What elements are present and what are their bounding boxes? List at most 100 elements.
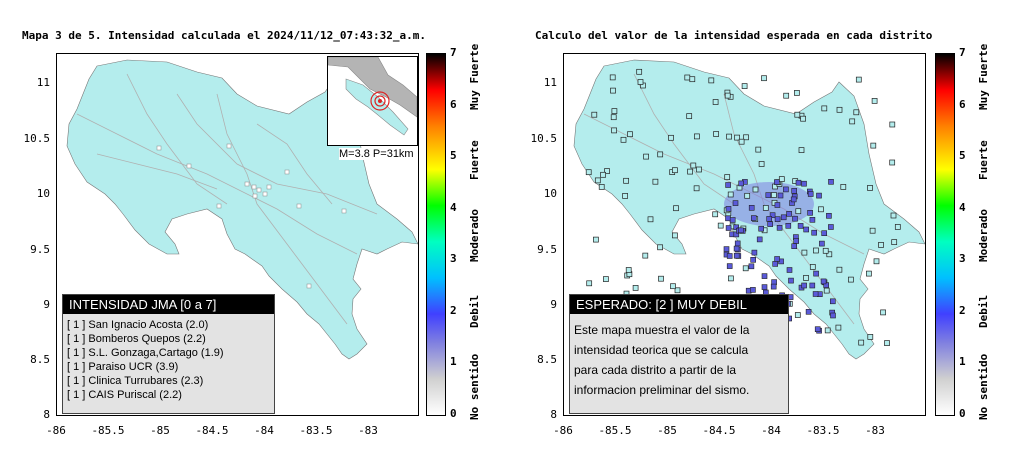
district-marker [752,186,759,193]
district-marker-blue [776,225,783,231]
y-tick-label: 8.5 [537,353,557,366]
colorbar-tick: 0 [450,406,457,420]
district-marker [594,177,601,184]
x-tick-label: -83 [358,424,378,437]
district-marker [880,309,886,316]
district-marker [822,247,829,254]
district-marker [821,105,828,112]
district-marker-blue [828,179,834,185]
colorbar-tick: 6 [959,97,966,111]
description-line: para cada distrito a partir de la [574,363,737,377]
colorbar-tick: 1 [450,355,457,368]
x-tick-label: -83 [865,424,885,437]
district-marker-blue [826,213,832,219]
y-tick-label: 11 [36,76,50,89]
district-marker [818,206,824,213]
district-marker-blue [723,246,730,252]
district-marker [871,98,878,104]
x-tick-label: -83.5 [299,424,333,437]
district-marker-blue [726,263,733,269]
station-row: [ 1 ] CAIS Puriscal (2.2) [67,389,182,401]
district-marker [586,280,593,287]
district-marker [636,68,643,75]
x-tick-label: -84.5 [702,424,736,437]
description-line: intensidad teorica que se calcula [574,343,749,357]
expected-header: ESPERADO: [2 ] MUY DEBIL [570,295,788,314]
district-marker-blue [828,224,834,230]
colorbar-label: Debil [977,294,990,328]
colorbar-tick: 5 [959,149,966,162]
district-marker [693,185,700,192]
district-marker [620,136,627,143]
district-marker [890,212,897,219]
district-marker-blue [733,245,740,252]
district-marker-blue [765,192,772,198]
district-marker-blue [756,236,763,243]
district-marker-blue [774,202,781,208]
district-marker-blue [725,215,731,222]
district-marker [684,74,691,81]
district-marker [658,275,664,282]
district-marker-blue [729,217,736,223]
district-marker [755,146,762,153]
district-marker [891,239,898,245]
district-marker [826,251,833,258]
district-marker [798,147,805,153]
district-marker [783,92,790,99]
district-marker [632,285,639,291]
district-marker-blue [780,214,787,221]
district-marker-blue [751,215,757,221]
district-marker [717,222,724,229]
district-marker [713,131,719,137]
colorbar-label: Muy Fuerte [468,43,481,110]
district-marker [742,265,749,272]
colorbar-tick: 0 [959,406,966,420]
district-marker-blue [814,326,821,333]
inset-svg [328,57,417,136]
district-marker [652,178,659,185]
district-marker [668,134,674,141]
x-tick-label: -85 [150,424,170,437]
district-marker [610,87,616,94]
district-marker [853,109,860,116]
district-marker [627,131,633,138]
district-marker [809,264,816,270]
left-colorbar [426,53,446,416]
district-marker-blue [791,243,797,249]
district-marker-blue [766,216,772,222]
district-marker-blue [830,312,836,319]
district-marker-blue [783,186,789,193]
x-tick-label: -86 [553,424,573,437]
district-marker-blue [732,200,739,206]
district-marker [889,121,896,128]
district-marker [603,276,609,282]
x-tick-label: -85 [657,424,677,437]
colorbar-tick: 7 [450,46,457,59]
district-marker [657,151,664,158]
y-tick-label: 9 [550,298,557,311]
station-list: [ 1 ] San Ignacio Acosta (2.0) [ 1 ] Bomb… [63,314,274,402]
district-marker [724,92,731,99]
district-marker [724,174,731,180]
colorbar-tick: 4 [959,200,966,214]
district-marker-blue [795,179,802,186]
district-marker-blue [725,182,731,188]
y-tick-label: 9.5 [30,243,50,256]
district-marker [894,224,901,230]
district-marker-blue [725,206,732,212]
district-marker [591,111,598,118]
district-marker-blue [797,223,804,229]
expected-legend: ESPERADO: [2 ] MUY DEBIL Este mapa muest… [569,294,789,414]
district-marker [642,252,649,259]
station-row: [ 1 ] Bomberos Quepos (2.2) [67,333,206,345]
district-marker-blue [750,257,756,263]
district-marker [889,159,896,166]
district-marker [593,236,599,243]
y-tick-label: 8 [43,408,50,421]
district-marker-blue [809,217,816,223]
district-marker-blue [738,180,744,187]
district-marker [758,161,765,167]
colorbar-tick: 4 [450,200,457,214]
colorbar-label: Muy Fuerte [977,43,990,110]
district-marker [867,334,874,340]
